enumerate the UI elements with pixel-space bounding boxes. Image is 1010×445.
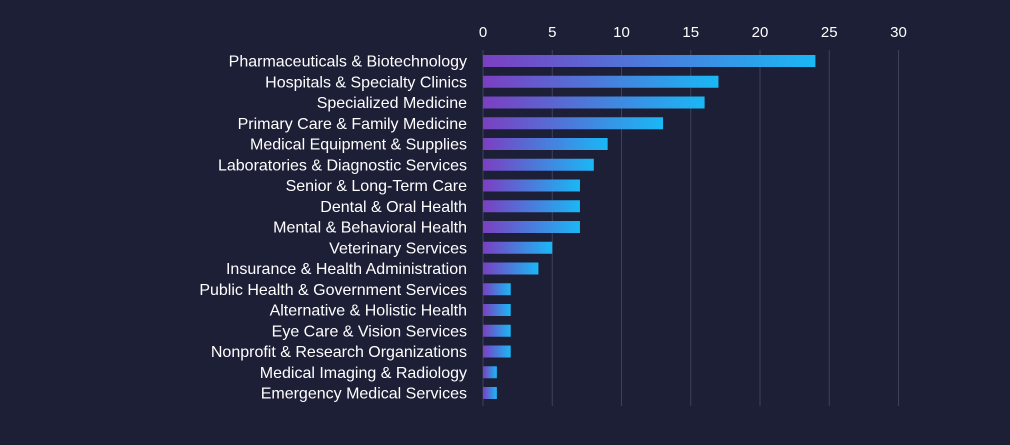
x-axis-ticks: 0 5 10 15 20 25 30: [479, 24, 907, 41]
category-label: Medical Imaging & Radiology: [260, 365, 467, 382]
bar: [483, 304, 511, 316]
gridlines: [482, 50, 899, 406]
category-label: Eye Care & Vision Services: [272, 323, 467, 340]
bars: [483, 55, 816, 399]
bar: [483, 283, 511, 296]
bar: [483, 117, 664, 130]
x-tick-label: 15: [682, 24, 699, 41]
category-label: Medical Equipment & Supplies: [250, 137, 467, 154]
x-tick-label: 10: [613, 24, 630, 41]
bar: [483, 75, 719, 88]
category-label: Nonprofit & Research Organizations: [211, 344, 467, 361]
x-tick-label: 5: [548, 24, 556, 41]
category-label: Emergency Medical Services: [261, 386, 467, 403]
category-label: Alternative & Holistic Health: [270, 303, 467, 320]
bar: [483, 96, 705, 109]
bar: [483, 55, 816, 67]
bar: [483, 241, 553, 254]
category-label: Dental & Oral Health: [320, 199, 467, 216]
category-label: Mental & Behavioral Health: [273, 220, 467, 237]
category-label: Senior & Long-Term Care: [286, 178, 468, 195]
bar: [483, 387, 497, 399]
bar: [483, 158, 594, 171]
bar: [483, 221, 580, 233]
category-labels: Pharmaceuticals & Biotechnology Hospitals…: [199, 54, 467, 403]
bar: [483, 366, 497, 379]
bar: [483, 179, 580, 192]
category-label: Insurance & Health Administration: [226, 261, 467, 278]
category-label: Hospitals & Specialty Clinics: [265, 74, 467, 91]
bar: [483, 262, 539, 275]
x-tick-label: 20: [752, 24, 769, 41]
bar: [483, 138, 608, 150]
bar: [483, 324, 511, 337]
x-tick-label: 25: [821, 24, 838, 41]
bar: [483, 345, 511, 358]
x-tick-label: 30: [890, 24, 907, 41]
category-label: Pharmaceuticals & Biotechnology: [229, 54, 467, 71]
bar: [483, 200, 580, 213]
category-label: Public Health & Government Services: [199, 282, 467, 299]
x-tick-label: 0: [479, 24, 487, 41]
category-label: Primary Care & Family Medicine: [238, 116, 467, 133]
category-label: Laboratories & Diagnostic Services: [218, 157, 467, 174]
category-label: Specialized Medicine: [317, 95, 467, 112]
category-label: Veterinary Services: [329, 240, 467, 257]
